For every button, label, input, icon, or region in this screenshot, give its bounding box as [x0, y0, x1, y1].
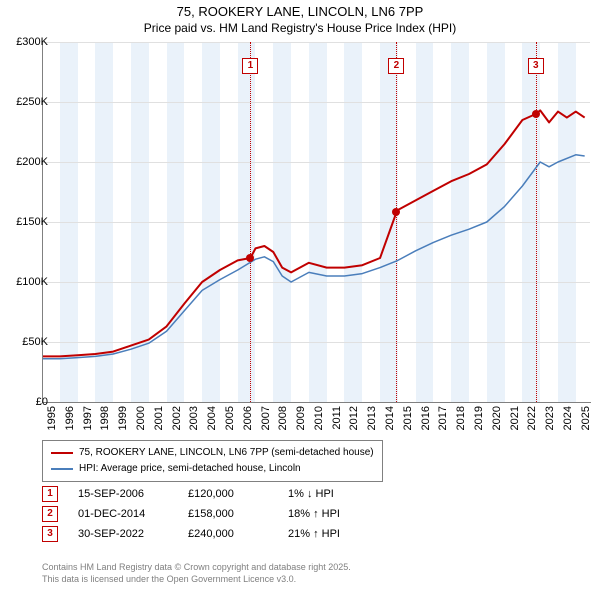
x-tick-label: 2019 — [473, 406, 485, 436]
x-tick-label: 2022 — [526, 406, 538, 436]
y-tick-label: £150K — [4, 216, 48, 228]
x-tick-label: 2013 — [366, 406, 378, 436]
x-tick-label: 1999 — [117, 406, 129, 436]
x-tick-label: 2001 — [153, 406, 165, 436]
legend-item: HPI: Average price, semi-detached house,… — [51, 461, 374, 477]
x-tick-label: 2018 — [455, 406, 467, 436]
x-tick-label: 2010 — [313, 406, 325, 436]
event-row: 115-SEP-2006£120,0001% ↓ HPI — [42, 486, 368, 502]
data-point — [392, 208, 400, 216]
footer-text: Contains HM Land Registry data © Crown c… — [42, 562, 351, 585]
x-tick-label: 1997 — [82, 406, 94, 436]
x-tick-label: 2002 — [171, 406, 183, 436]
x-tick-label: 2012 — [348, 406, 360, 436]
chart-subtitle: Price paid vs. HM Land Registry's House … — [0, 21, 600, 35]
x-tick-label: 2005 — [224, 406, 236, 436]
legend-item: 75, ROOKERY LANE, LINCOLN, LN6 7PP (semi… — [51, 445, 374, 461]
y-tick-label: £100K — [4, 276, 48, 288]
x-tick-label: 2007 — [260, 406, 272, 436]
event-row: 330-SEP-2022£240,00021% ↑ HPI — [42, 526, 368, 542]
event-row: 201-DEC-2014£158,00018% ↑ HPI — [42, 506, 368, 522]
footer-line1: Contains HM Land Registry data © Crown c… — [42, 562, 351, 574]
x-tick-label: 2017 — [437, 406, 449, 436]
x-tick-label: 2014 — [384, 406, 396, 436]
x-tick-label: 2023 — [544, 406, 556, 436]
y-tick-label: £250K — [4, 96, 48, 108]
y-tick-label: £50K — [4, 336, 48, 348]
x-tick-label: 2004 — [206, 406, 218, 436]
chart-title: 75, ROOKERY LANE, LINCOLN, LN6 7PP — [0, 0, 600, 21]
event-marker: 3 — [528, 58, 544, 74]
x-tick-label: 1996 — [64, 406, 76, 436]
legend: 75, ROOKERY LANE, LINCOLN, LN6 7PP (semi… — [42, 440, 383, 482]
chart-container: 75, ROOKERY LANE, LINCOLN, LN6 7PP Price… — [0, 0, 600, 590]
x-tick-label: 2003 — [188, 406, 200, 436]
x-tick-label: 2024 — [562, 406, 574, 436]
x-tick-label: 2000 — [135, 406, 147, 436]
x-tick-label: 2025 — [580, 406, 592, 436]
events-table: 115-SEP-2006£120,0001% ↓ HPI 201-DEC-2014… — [42, 486, 368, 546]
y-tick-label: £0 — [4, 396, 48, 408]
x-tick-label: 1995 — [46, 406, 58, 436]
x-tick-label: 2006 — [242, 406, 254, 436]
x-tick-label: 2016 — [420, 406, 432, 436]
x-tick-label: 1998 — [99, 406, 111, 436]
event-marker: 1 — [242, 58, 258, 74]
chart-axes — [42, 42, 591, 403]
x-tick-label: 2011 — [331, 406, 343, 436]
data-point — [246, 254, 254, 262]
x-tick-label: 2015 — [402, 406, 414, 436]
x-tick-label: 2009 — [295, 406, 307, 436]
x-tick-label: 2020 — [491, 406, 503, 436]
event-marker: 2 — [388, 58, 404, 74]
x-tick-label: 2021 — [509, 406, 521, 436]
data-point — [532, 110, 540, 118]
x-tick-label: 2008 — [277, 406, 289, 436]
footer-line2: This data is licensed under the Open Gov… — [42, 574, 351, 586]
y-tick-label: £300K — [4, 36, 48, 48]
y-tick-label: £200K — [4, 156, 48, 168]
